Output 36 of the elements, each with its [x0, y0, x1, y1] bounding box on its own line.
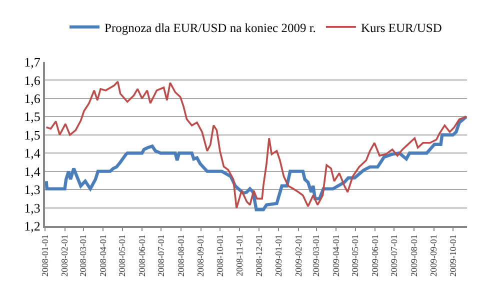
- y-tick-label: 1,3: [24, 182, 40, 198]
- x-tick-label: 2009-02-01: [293, 234, 304, 277]
- x-tick-label: 2008-11-01: [234, 234, 245, 276]
- legend-label: Prognoza dla EUR/USD na koniec 2009 r.: [104, 20, 316, 35]
- y-tick-label: 1,4: [24, 164, 41, 179]
- x-tick-label: 2008-09-01: [196, 234, 206, 277]
- x-tick-label: 2008-05-01: [117, 234, 128, 277]
- y-tick-label: 1,6: [24, 72, 41, 88]
- x-tick-label: 2008-06-01: [136, 234, 147, 277]
- line-series: [45, 115, 467, 212]
- x-tick-label: 2008-12-01: [254, 234, 264, 277]
- x-tick-label: 2008-04-01: [98, 234, 108, 277]
- x-tick-label: 2008-08-01: [176, 234, 186, 277]
- x-tick-label: 2009-07-01: [389, 234, 400, 277]
- x-tick-label: 2008-01-01: [40, 234, 50, 277]
- y-tick-label: 1,4: [24, 146, 41, 161]
- x-tick-label: 2008-10-01: [214, 234, 225, 277]
- x-tick-label: 2008-02-01: [60, 234, 70, 277]
- y-tick-label: 1,7: [24, 54, 41, 70]
- x-tick-label: 2009-03-01: [311, 234, 322, 277]
- y-tick-label: 1,5: [24, 109, 40, 124]
- y-tick-label: 1,3: [24, 200, 40, 216]
- x-tick-label: 2009-05-01: [350, 234, 360, 277]
- x-tick-label: 2009-06-01: [370, 234, 380, 277]
- x-tick-label: 2008-07-01: [156, 234, 166, 277]
- x-tick-label: 2009-09-01: [428, 234, 439, 277]
- x-tick-label: 2009-04-01: [331, 234, 342, 277]
- x-tick-label: 2008-03-01: [78, 234, 88, 277]
- x-tick-label: 2009-10-01: [448, 234, 458, 277]
- line-series: [45, 80, 467, 210]
- y-tick-label: 1,2: [24, 218, 40, 234]
- y-tick-label: 1,6: [24, 90, 41, 106]
- x-tick-label: 2009-01-01: [274, 234, 284, 277]
- legend-label: Kurs EUR/USD: [360, 20, 442, 35]
- y-tick-label: 1,5: [24, 127, 40, 142]
- x-tick-label: 2009-08-01: [408, 234, 419, 277]
